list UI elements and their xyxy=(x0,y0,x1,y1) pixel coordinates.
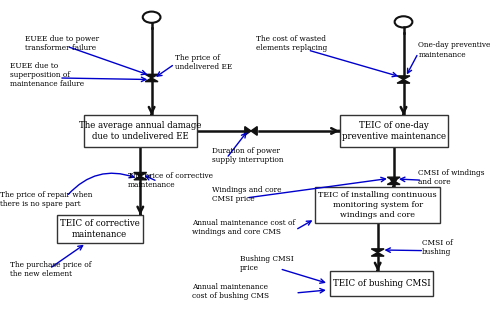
FancyBboxPatch shape xyxy=(84,115,196,147)
Polygon shape xyxy=(250,127,257,135)
Text: Bushing CMSI
price: Bushing CMSI price xyxy=(239,255,294,272)
Text: EUEE due to power
transformer failure: EUEE due to power transformer failure xyxy=(25,35,99,52)
FancyBboxPatch shape xyxy=(57,215,142,243)
Polygon shape xyxy=(134,176,146,180)
Text: Windings and core
CMSI price: Windings and core CMSI price xyxy=(211,186,281,204)
Polygon shape xyxy=(396,76,409,80)
FancyBboxPatch shape xyxy=(339,115,447,147)
Text: The price of corrective
maintenance: The price of corrective maintenance xyxy=(128,172,212,190)
Text: The price of repair when
there is no spare part: The price of repair when there is no spa… xyxy=(0,191,92,208)
Polygon shape xyxy=(244,127,250,135)
FancyBboxPatch shape xyxy=(329,271,432,296)
Text: Annual maintenance cost of
windings and core CMS: Annual maintenance cost of windings and … xyxy=(191,219,295,236)
Polygon shape xyxy=(371,252,383,256)
Text: The purchase price of
the new element: The purchase price of the new element xyxy=(10,261,91,278)
Text: The price of
undelivered EE: The price of undelivered EE xyxy=(174,54,231,71)
Text: EUEE due to
superposition of
maintenance failure: EUEE due to superposition of maintenance… xyxy=(10,62,84,88)
FancyBboxPatch shape xyxy=(314,187,439,223)
Text: TEIC of corrective
maintenance: TEIC of corrective maintenance xyxy=(60,219,139,239)
Text: Annual maintenance
cost of bushing CMS: Annual maintenance cost of bushing CMS xyxy=(191,283,269,300)
Polygon shape xyxy=(396,80,409,83)
Text: CMSI of windings
and core: CMSI of windings and core xyxy=(417,169,484,186)
Polygon shape xyxy=(134,172,146,176)
Text: One-day preventive
maintenance: One-day preventive maintenance xyxy=(417,41,489,59)
Text: TEIC of one-day
preventive maintenance: TEIC of one-day preventive maintenance xyxy=(341,121,445,141)
Polygon shape xyxy=(371,249,383,252)
Text: The cost of wasted
elements replacing: The cost of wasted elements replacing xyxy=(256,35,327,52)
Text: The average annual damage
due to undelivered EE: The average annual damage due to undeliv… xyxy=(79,121,201,141)
Text: TEIC of installing continuous
monitoring system for
windings and core: TEIC of installing continuous monitoring… xyxy=(318,191,436,219)
Polygon shape xyxy=(386,181,399,184)
Text: CMSI of
bushing: CMSI of bushing xyxy=(421,239,452,256)
Polygon shape xyxy=(145,74,158,78)
Text: Duration of power
supply interruption: Duration of power supply interruption xyxy=(211,147,283,164)
Polygon shape xyxy=(386,177,399,181)
Polygon shape xyxy=(145,78,158,82)
Text: TEIC of bushing CMSI: TEIC of bushing CMSI xyxy=(332,279,429,288)
